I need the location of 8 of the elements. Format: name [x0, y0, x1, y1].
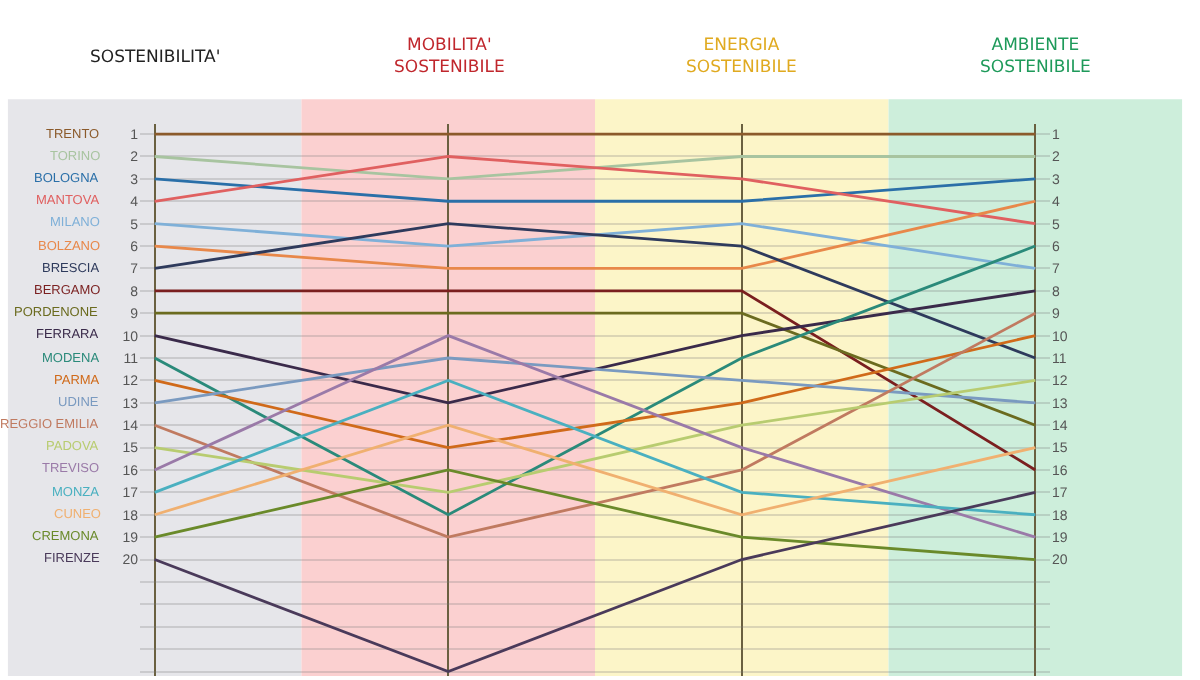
line-series [153, 155, 1037, 226]
x-tick-label: MOBILITA' SOSTENIBILE [394, 36, 505, 79]
x-tick-label: ENERGIA SOSTENIBILE [686, 36, 797, 79]
x-tick-label: AMBIENTE SOSTENIBILE [980, 36, 1091, 79]
x-tick-label: SOSTENIBILITA' [90, 48, 221, 68]
line-series [153, 334, 1037, 449]
line-series [153, 222, 1037, 360]
line-series [153, 379, 1037, 494]
